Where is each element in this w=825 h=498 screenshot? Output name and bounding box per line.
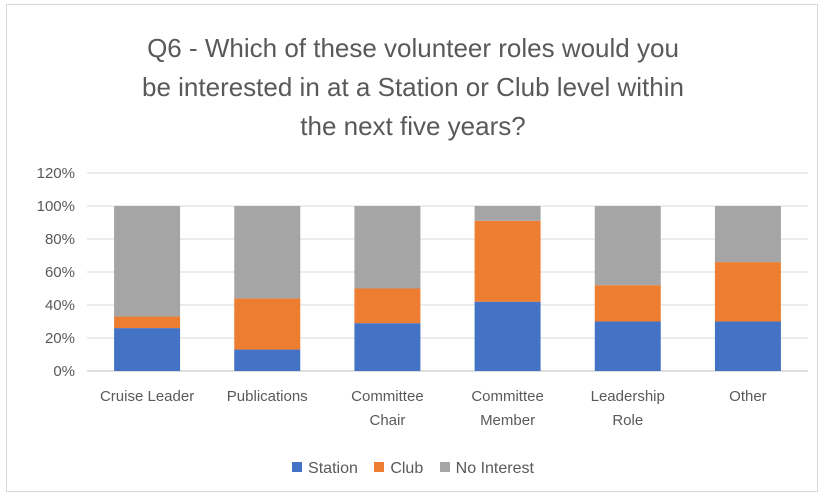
bar-club [354,288,421,324]
y-tick-label: 100% [37,198,75,215]
x-category-label: Leadership [591,388,665,405]
bar-chart: 0% 20% 40% 60% 80% 100% 120% Cruise Leader Publi… [37,165,808,429]
y-tick-label: 0% [53,363,75,380]
legend-item-club: Club [374,460,423,478]
bar-station [714,321,781,371]
chart-title-line-1: Q6 - Which of these volunteer roles woul… [147,33,679,63]
x-category-label: Member [480,412,535,429]
bar-no-interest [594,206,661,286]
chart-title-line-2: be interested in at a Station or Club le… [142,72,684,102]
y-tick-label: 40% [45,297,75,314]
legend-swatch-station [292,462,303,472]
x-category-label: Other [729,388,767,405]
legend-item-station: Station [292,460,358,478]
chart-title: Q6 - Which of these volunteer roles woul… [7,29,819,146]
bar-no-interest [354,206,421,289]
legend-swatch-no-interest [439,462,450,472]
bar-club [234,298,301,350]
bar-club [594,285,661,322]
chart-legend: Station Club No Interest [7,460,819,478]
x-category-label: Chair [369,412,405,429]
y-tick-label: 20% [45,330,75,347]
bar-no-interest [714,206,781,263]
y-tick-label: 80% [45,231,75,248]
bar-no-interest [474,206,541,221]
legend-swatch-club [374,462,385,472]
bar-club [474,220,541,302]
legend-label-station: Station [308,460,358,477]
x-category-label: Cruise Leader [100,388,194,405]
y-tick-label: 120% [37,165,75,182]
bar-station [594,321,661,371]
y-tick-label: 60% [45,264,75,281]
bar-no-interest [114,206,181,317]
bar-club [714,262,781,322]
x-category-label: Role [612,412,643,429]
bar-station [234,349,301,371]
bar-station [354,323,421,371]
bar-station [114,328,181,371]
legend-label-club: Club [390,460,424,477]
bar-station [474,301,541,371]
bar-club [114,316,181,329]
bar-no-interest [234,206,301,299]
legend-item-no-interest: No Interest [439,460,534,478]
x-category-label: Committee [471,388,544,405]
chart-frame: Q6 - Which of these volunteer roles woul… [6,4,818,492]
chart-title-line-3: the next five years? [300,111,526,141]
legend-label-no-interest: No Interest [455,460,534,477]
x-category-label: Committee [351,388,424,405]
x-category-label: Publications [227,388,308,405]
